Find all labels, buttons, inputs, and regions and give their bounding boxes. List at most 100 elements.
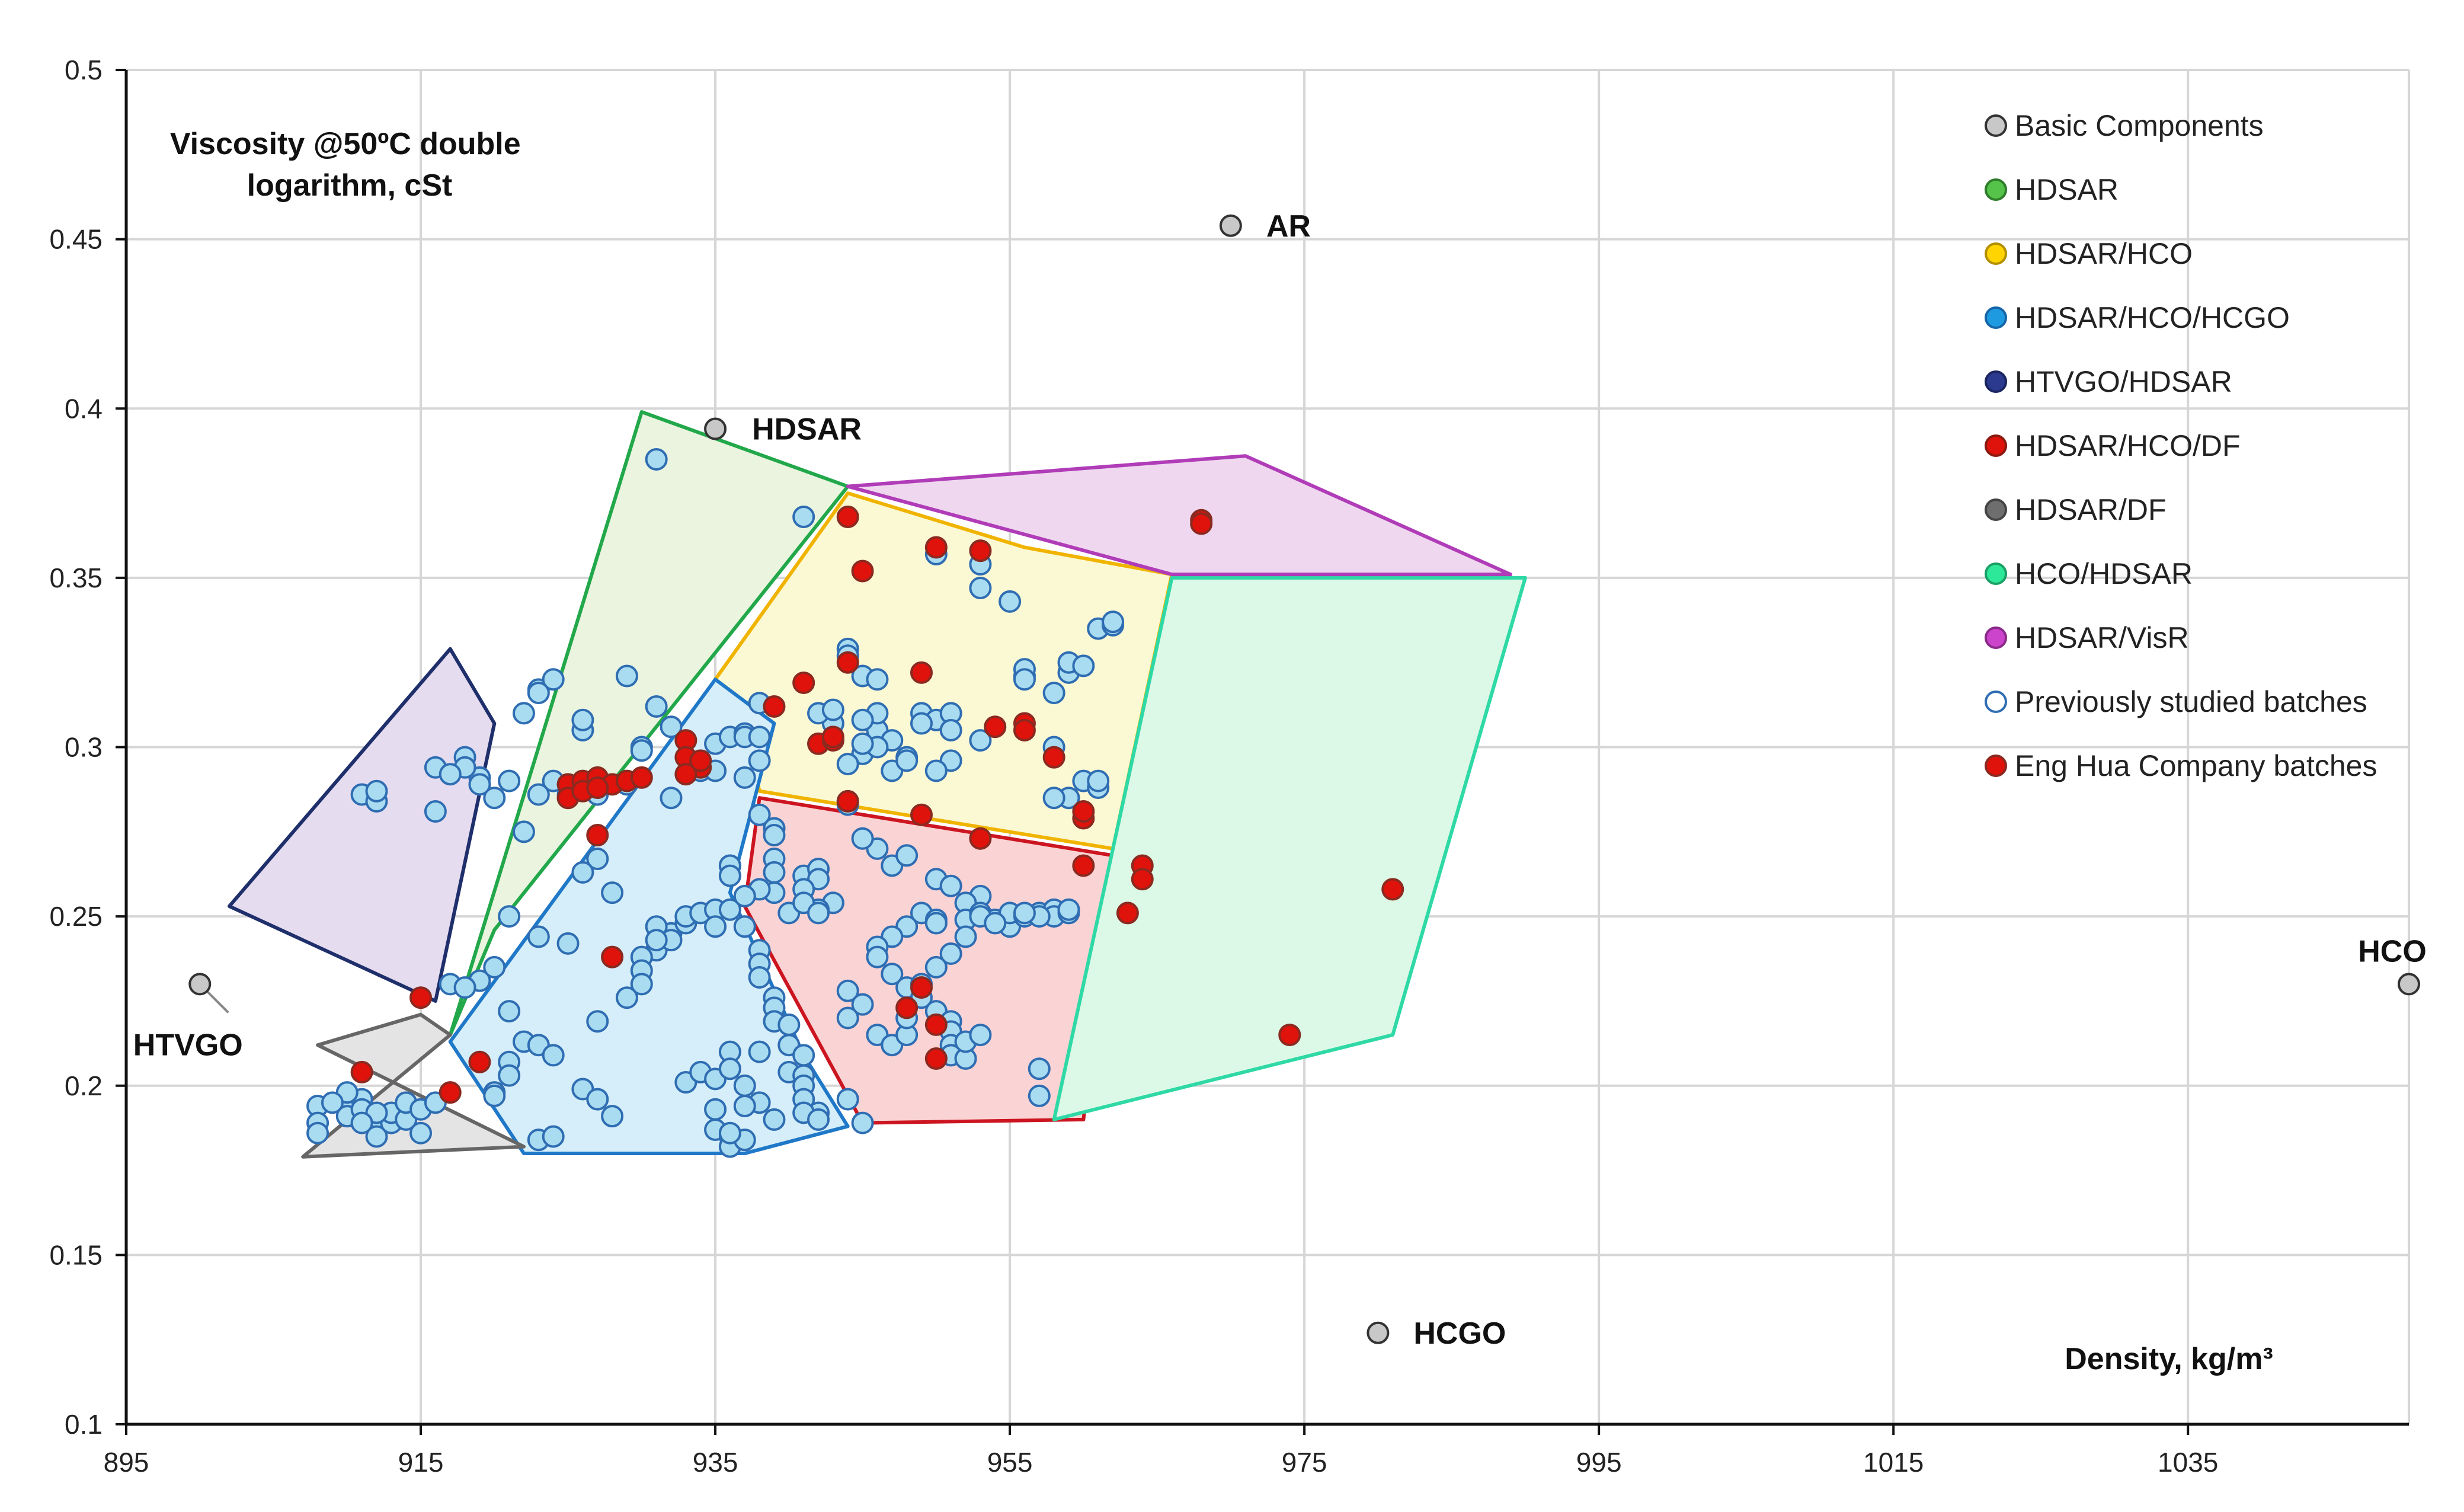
previous-batch-point (571, 708, 594, 731)
previous-batch-point (866, 945, 889, 968)
legend-marker (1985, 498, 2007, 521)
previous-batch-point (836, 1088, 859, 1111)
enghua-batch-point (1190, 512, 1213, 535)
enghua-batch-point (910, 661, 933, 684)
previous-batch-point (483, 1084, 506, 1107)
previous-batch-point (1072, 654, 1095, 677)
previous-batch-point (498, 1064, 521, 1087)
previous-batch-point (1013, 668, 1036, 691)
previous-batch-point (718, 898, 741, 921)
previous-batch-point (939, 942, 962, 965)
legend-label: HDSAR (2015, 173, 2119, 206)
previous-batch-point (601, 881, 624, 904)
previous-batch-point (1102, 610, 1125, 634)
previous-batch-point (542, 668, 565, 691)
previous-batch-point (630, 739, 653, 762)
previous-batch-point (483, 955, 506, 979)
previous-batch-point (748, 966, 771, 989)
previous-batch-point (645, 695, 668, 718)
region-hdsar-visr (846, 454, 1513, 577)
previous-batch-point (718, 1057, 741, 1081)
previous-batch-point (733, 915, 756, 938)
x-tick-label: 1035 (2158, 1447, 2218, 1478)
y-axis-title-line-1: Viscosity @50ºC double (170, 127, 521, 161)
enghua-batch-point (969, 827, 992, 850)
previous-batch-point (660, 715, 683, 739)
previous-batch-point (512, 702, 535, 725)
enghua-batch-point (439, 1081, 462, 1104)
previous-batch-point (424, 800, 447, 823)
x-tick-label: 955 (987, 1447, 1033, 1478)
region-htvgo-hdsar (227, 647, 497, 1003)
enghua-batch-point (409, 986, 433, 1009)
previous-batch-point (924, 759, 948, 782)
previous-batch-point (924, 912, 948, 935)
component-label-htvgo: HTVGO (133, 1028, 243, 1062)
previous-batch-point (821, 698, 844, 721)
legend-label: HDSAR/HCO/HCGO (2015, 301, 2290, 334)
y-tick-label: 0.3 (65, 732, 103, 763)
previous-batch-point (733, 1074, 756, 1097)
previous-batch-point (527, 682, 550, 705)
previous-batch-point (881, 963, 904, 986)
previous-batch-point (851, 708, 874, 731)
previous-batch-point (895, 844, 919, 867)
component-label-hcgo: HCGO (1413, 1316, 1506, 1351)
previous-batch-point (763, 1108, 786, 1131)
previous-batch-point (498, 1000, 521, 1023)
enghua-batch-point (836, 651, 859, 674)
y-tick-label: 0.1 (65, 1409, 103, 1440)
enghua-batch-point (984, 715, 1007, 739)
enghua-batch-point (1042, 746, 1065, 769)
previous-batch-point (571, 861, 594, 884)
previous-batch-point (586, 848, 609, 871)
enghua-batch-point (1131, 868, 1154, 891)
previous-batch-point (969, 729, 992, 752)
enghua-batch-point (1013, 718, 1036, 741)
x-tick-label: 975 (1282, 1447, 1327, 1478)
enghua-batch-point (895, 996, 919, 1019)
previous-batch-point (409, 1121, 433, 1145)
previous-batch-point (777, 1013, 801, 1036)
legend-marker (1985, 755, 2007, 777)
previous-batch-point (807, 1108, 830, 1131)
previous-batch-point (939, 718, 962, 741)
enghua-batch-point (792, 671, 815, 694)
enghua-batch-point (836, 789, 859, 813)
previous-batch-point (836, 1006, 859, 1030)
y-tick-label: 0.5 (65, 55, 103, 85)
component-label-hdsar: HDSAR (752, 413, 862, 447)
enghua-batch-point (601, 945, 624, 968)
legend-label: HCO/HDSAR (2015, 557, 2193, 590)
previous-batch-point (748, 1040, 771, 1063)
previous-batch-point (1028, 1057, 1051, 1081)
y-axis-title-line-2: logarithm, cSt (247, 168, 453, 203)
previous-batch-point (851, 1111, 874, 1134)
previous-batch-point (910, 712, 933, 735)
previous-batch-point (792, 506, 815, 529)
enghua-batch-point (836, 506, 859, 529)
enghua-batch-point (1072, 854, 1095, 877)
component-leader-line (206, 990, 229, 1014)
component-point-hcgo (1367, 1321, 1390, 1344)
enghua-batch-point (924, 536, 948, 559)
previous-batch-point (483, 787, 506, 810)
legend-label: Basic Components (2015, 109, 2264, 142)
previous-batch-point (1042, 787, 1065, 810)
legend-marker (1985, 434, 2007, 457)
basic-components: HDSAR AR HTVGO HCO HCGO (133, 209, 2427, 1351)
component-point-htvgo (188, 973, 212, 996)
previous-batch-point (542, 1125, 565, 1148)
legend: Basic Components HDSAR HDSAR/HCO HDSAR/HCO/… (1985, 109, 2377, 782)
previous-batch-point (365, 1125, 388, 1148)
previous-batch-point (836, 979, 859, 1002)
y-axis-title: Viscosity @50ºC double logarithm, cSt (170, 127, 529, 203)
x-tick-label: 1015 (1863, 1447, 1924, 1478)
enghua-batch-point (821, 725, 844, 749)
enghua-batch-point (1278, 1024, 1301, 1047)
legend-marker (1985, 306, 2007, 329)
legend-marker (1985, 242, 2007, 265)
previous-batch-point (439, 763, 462, 786)
legend-marker (1985, 178, 2007, 201)
